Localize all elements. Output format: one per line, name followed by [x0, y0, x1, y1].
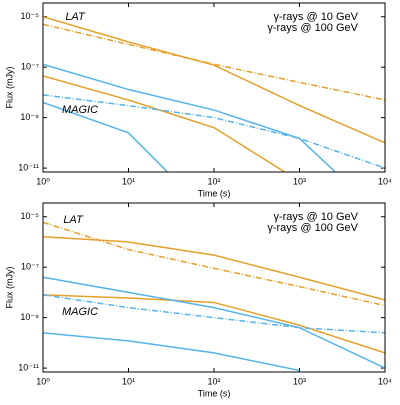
line	[43, 276, 385, 369]
x-tick-label: 10⁰	[36, 376, 50, 386]
y-tick-label: 10⁻⁷	[21, 262, 39, 272]
line	[43, 63, 337, 172]
panel: 10⁰ 10¹ 10² 10³ 10⁴ 10⁻⁵ 10⁻⁷ 10⁻⁹ 10⁻¹¹ Time (s)…	[4, 2, 392, 198]
annotation: LAT	[63, 214, 84, 226]
x-axis-label: Time (s)	[198, 188, 231, 198]
x-tick-label: 10²	[207, 176, 220, 186]
legend-entry: γ-rays @ 10 GeV	[273, 211, 358, 223]
x-tick-label: 10⁴	[378, 176, 392, 186]
annotation: MAGIC	[62, 306, 98, 318]
line	[43, 294, 385, 334]
x-tick-label: 10⁰	[36, 176, 50, 186]
y-tick-label: 10⁻⁵	[21, 211, 40, 221]
line	[43, 75, 287, 172]
y-tick-label: 10⁻⁹	[20, 112, 39, 122]
series-group	[43, 221, 385, 372]
annotation: MAGIC	[62, 104, 98, 116]
y-tick-label: 10⁻¹¹	[18, 362, 39, 372]
x-tick-label: 10³	[293, 376, 306, 386]
x-tick-label: 10¹	[122, 176, 135, 186]
y-axis-label: Flux (mJy)	[4, 67, 14, 109]
y-tick-label: 10⁻⁹	[20, 312, 39, 322]
line	[43, 23, 385, 101]
annotation: LAT	[65, 11, 86, 23]
y-tick-label: 10⁻¹¹	[18, 162, 39, 172]
legend-entry: γ-rays @ 10 GeV	[273, 11, 358, 23]
y-tick-label: 10⁻⁵	[21, 11, 40, 21]
plot-frame	[42, 202, 386, 373]
legend-entry: γ-rays @ 100 GeV	[267, 222, 358, 234]
line	[43, 101, 169, 172]
line	[43, 94, 385, 169]
legend-entry: γ-rays @ 100 GeV	[267, 22, 358, 34]
x-tick-label: 10³	[293, 176, 306, 186]
x-tick-label: 10²	[207, 376, 220, 386]
x-axis-label: Time (s)	[198, 388, 231, 398]
y-tick-label: 10⁻⁷	[21, 62, 39, 72]
line	[43, 294, 385, 354]
x-tick-label: 10⁴	[378, 376, 392, 386]
line	[43, 236, 385, 301]
x-tick-label: 10¹	[122, 376, 135, 386]
line	[43, 16, 385, 144]
series-group	[43, 16, 385, 172]
plot-frame	[42, 2, 386, 173]
y-axis-label: Flux (mJy)	[4, 267, 14, 309]
panel: 10⁰ 10¹ 10² 10³ 10⁴ 10⁻⁵ 10⁻⁷ 10⁻⁹ 10⁻¹¹ Time (s)…	[4, 202, 392, 398]
line	[43, 332, 300, 372]
line	[43, 221, 385, 307]
